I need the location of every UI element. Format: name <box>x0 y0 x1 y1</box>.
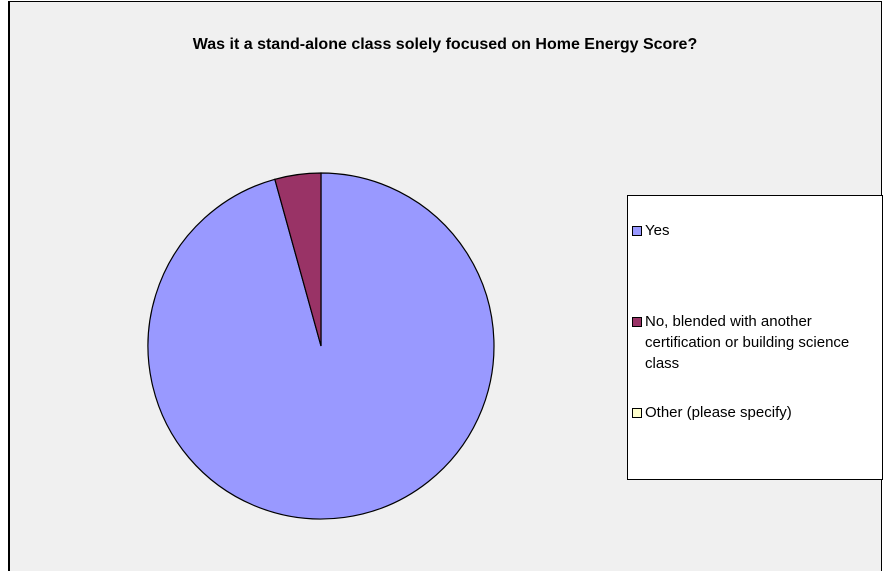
legend-entry: No, blended with another certification o… <box>632 311 884 374</box>
legend-swatch <box>632 226 642 236</box>
legend-label: No, blended with another certification o… <box>645 313 850 372</box>
chart-title: Was it a stand-alone class solely focuse… <box>192 36 698 53</box>
legend-label: Other (please specify) <box>645 404 792 421</box>
legend-swatch <box>632 317 642 327</box>
legend-entry: Other (please specify) <box>632 402 884 423</box>
pie-slice <box>274 172 322 347</box>
legend: Yes No, blended with another certificatio… <box>627 195 883 480</box>
legend-swatch <box>632 408 642 418</box>
legend-entry: Yes <box>632 220 884 241</box>
legend-label: Yes <box>645 222 670 239</box>
